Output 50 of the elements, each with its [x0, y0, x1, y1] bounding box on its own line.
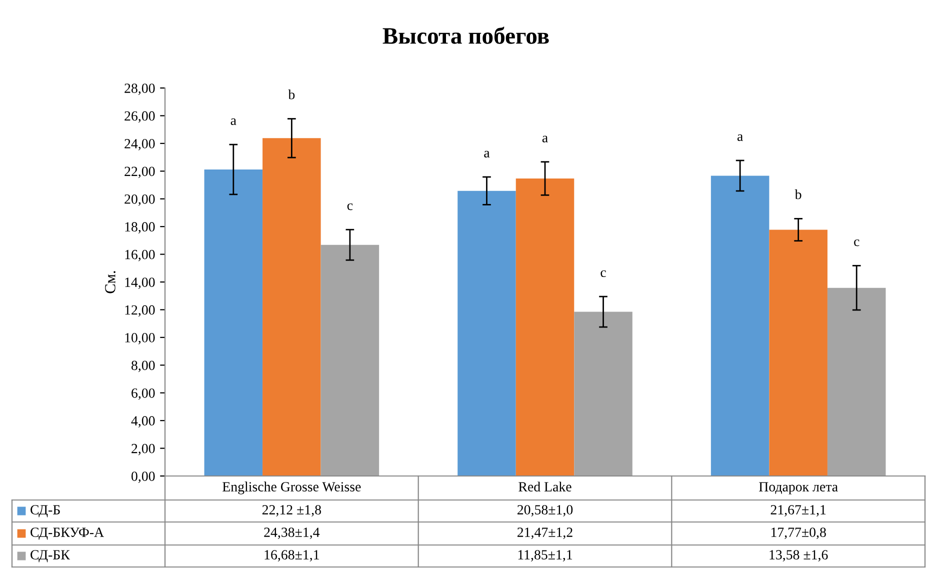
annotation: b [794, 189, 802, 200]
bar [574, 312, 632, 476]
bar [710, 176, 770, 476]
bar [320, 244, 380, 476]
legend-label: СД-БК [30, 550, 70, 562]
y-tick-label: 4,00 [131, 416, 155, 428]
data-label: 20,58±1,0 [517, 505, 573, 516]
y-tick-label: 10,00 [125, 333, 155, 344]
y-tick-label: 24,00 [124, 139, 155, 150]
legend-label: СД-БКУФ-А [30, 528, 104, 540]
data-label: 21,47±1,2 [517, 528, 572, 539]
chart-title: Высота побегов [382, 26, 549, 44]
x-tick-label: Подарок лета [759, 482, 838, 494]
annotation: b [288, 90, 295, 100]
data-label: 13,58 ±1,6 [770, 550, 828, 562]
annotation: a [542, 136, 548, 142]
x-tick-label: Red Lake [518, 482, 572, 492]
y-tick-label: 12,00 [125, 305, 155, 317]
y-tick-label: 8,00 [132, 360, 155, 372]
annotation: c [854, 239, 860, 246]
y-tick-label: 22,00 [124, 166, 155, 178]
bar [262, 138, 321, 476]
y-tick-label: 28,00 [124, 84, 155, 95]
data-label: 11,85±1,1 [518, 550, 572, 562]
data-label: 22,12 ±1,8 [262, 505, 321, 516]
y-tick-label: 18,00 [125, 222, 155, 234]
bar [204, 169, 263, 476]
data-label: 17,77±0,8 [771, 528, 826, 539]
data-label: 24,38±1,4 [264, 528, 320, 539]
annotation: a [737, 134, 743, 141]
annotation: a [484, 150, 490, 158]
annotation: a [230, 118, 236, 126]
y-tick-label: 2,00 [132, 444, 155, 456]
bar [827, 288, 886, 476]
x-tick-label: Englische Grosse Weisse [222, 482, 361, 494]
legend-label: СД-Б [30, 505, 60, 518]
annotation: c [347, 203, 353, 210]
y-tick-label: 26,00 [124, 111, 155, 123]
y-tick-label: 6,00 [132, 388, 155, 400]
y-tick-label: 20,00 [124, 194, 155, 206]
bar [516, 178, 574, 476]
y-tick-label: 14,00 [125, 278, 155, 289]
data-label: 21,67±1,1 [770, 505, 826, 516]
data-label: 16,68±1,1 [264, 550, 319, 562]
bar [458, 190, 516, 476]
y-tick-label: 0,00 [132, 472, 155, 483]
annotation: c [600, 270, 606, 278]
bar [769, 230, 828, 476]
y-axis-title: См. [105, 271, 116, 294]
y-tick-label: 16,00 [125, 250, 155, 262]
